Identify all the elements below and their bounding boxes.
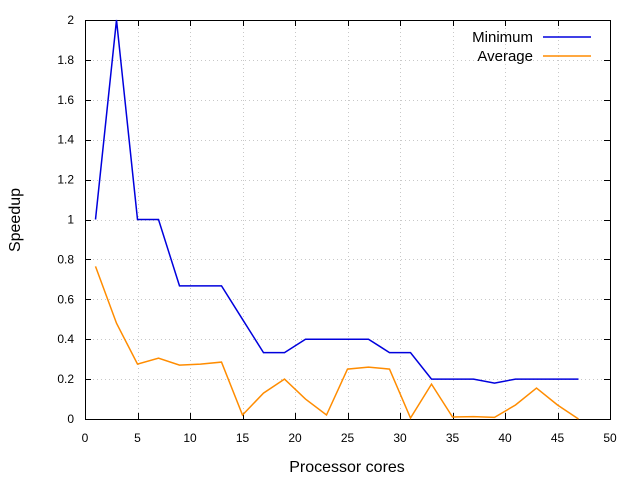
y-tick-label: 0.2 bbox=[57, 372, 74, 386]
x-tick-label: 50 bbox=[603, 431, 617, 445]
legend: Minimum Average bbox=[472, 29, 591, 65]
y-tick-label: 1 bbox=[67, 213, 74, 227]
y-tick-label: 1.2 bbox=[57, 173, 74, 187]
legend-label-average: Average bbox=[477, 48, 533, 65]
series-line-average bbox=[94, 266, 579, 420]
y-tick-label: 0.4 bbox=[57, 332, 74, 346]
x-tick-label: 15 bbox=[236, 431, 250, 445]
x-tick-label: 0 bbox=[82, 431, 89, 445]
x-tick-label: 10 bbox=[183, 431, 197, 445]
y-tick-label: 0.6 bbox=[57, 292, 74, 306]
y-tick-label: 1.8 bbox=[57, 53, 74, 67]
x-tick-label: 40 bbox=[498, 431, 512, 445]
y-axis-title: Speedup bbox=[7, 188, 24, 252]
y-tick-label: 0.8 bbox=[57, 252, 74, 266]
x-tick-label: 25 bbox=[341, 431, 355, 445]
x-tick-label: 30 bbox=[393, 431, 407, 445]
y-tick-label: 0 bbox=[67, 412, 74, 426]
y-tick-label: 2 bbox=[67, 13, 74, 27]
x-tick-labels: 0 5 10 15 20 25 30 35 40 45 50 bbox=[82, 431, 617, 445]
x-tick-label: 35 bbox=[446, 431, 460, 445]
y-tick-label: 1.4 bbox=[57, 133, 74, 147]
y-tick-labels: 0 0.2 0.4 0.6 0.8 1 1.2 1.4 1.6 1.8 2 bbox=[57, 13, 74, 426]
x-tick-label: 5 bbox=[134, 431, 141, 445]
legend-label-minimum: Minimum bbox=[472, 29, 533, 46]
series-lines bbox=[94, 19, 579, 420]
y-tick-label: 1.6 bbox=[57, 93, 74, 107]
x-tick-label: 45 bbox=[551, 431, 565, 445]
x-axis-title: Processor cores bbox=[289, 459, 405, 476]
x-tick-label: 20 bbox=[288, 431, 302, 445]
series-line-minimum bbox=[94, 19, 579, 384]
